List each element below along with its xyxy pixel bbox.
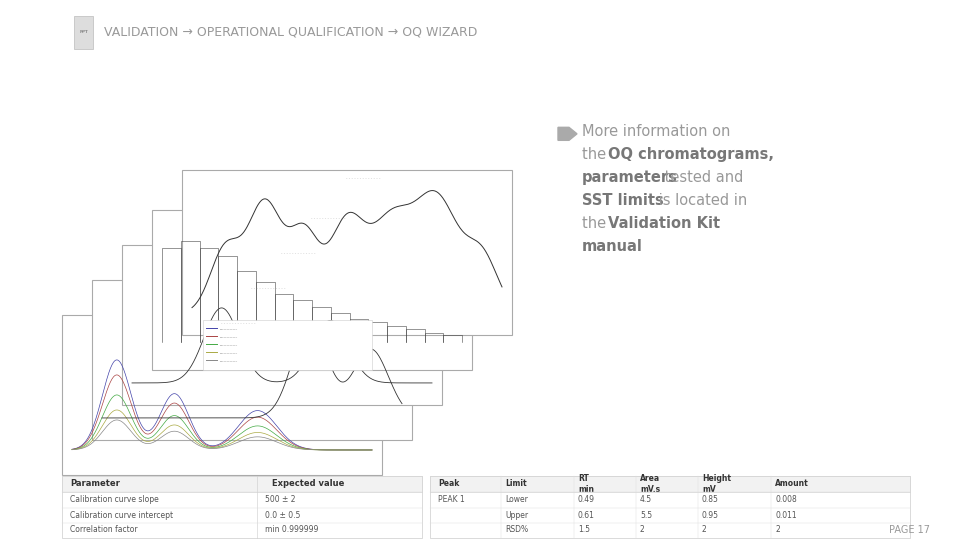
Text: - - - - - - - - - - - - -: - - - - - - - - - - - - - — [280, 251, 315, 255]
Text: 0.0 ± 0.5: 0.0 ± 0.5 — [265, 511, 300, 521]
Bar — [182, 170, 512, 335]
Text: OQ chromatograms,: OQ chromatograms, — [608, 147, 774, 162]
Bar — [62, 315, 382, 475]
Text: Correlation factor: Correlation factor — [70, 525, 137, 535]
Text: Calibration curve slope: Calibration curve slope — [70, 496, 158, 504]
Bar — [62, 476, 422, 538]
Bar — [152, 210, 472, 370]
Text: min 0.999999: min 0.999999 — [265, 525, 319, 535]
Text: RSD%: RSD% — [505, 525, 528, 535]
Bar — [430, 476, 910, 492]
Text: Amount: Amount — [775, 480, 808, 489]
Text: 0.95: 0.95 — [702, 511, 719, 521]
Text: tested and: tested and — [660, 170, 743, 185]
Text: - - - - - - - - - - - - -: - - - - - - - - - - - - - — [347, 176, 381, 180]
Text: - - - - - - - - - - - - -: - - - - - - - - - - - - - — [251, 286, 285, 290]
Text: 0.49: 0.49 — [578, 496, 595, 504]
Text: 0.85: 0.85 — [702, 496, 719, 504]
Text: SST limits: SST limits — [582, 193, 663, 208]
Text: the: the — [582, 147, 611, 162]
Text: Expected value: Expected value — [272, 480, 345, 489]
Text: More information on: More information on — [582, 124, 731, 139]
Text: PPT: PPT — [79, 30, 88, 35]
Bar — [430, 476, 910, 538]
Text: 500 ± 2: 500 ± 2 — [265, 496, 296, 504]
Text: Calibration curve intercept: Calibration curve intercept — [70, 511, 173, 521]
Text: manual: manual — [582, 239, 643, 254]
Text: ____________: ____________ — [219, 358, 237, 362]
Text: Limit: Limit — [505, 480, 527, 489]
Text: 0.011: 0.011 — [775, 511, 797, 521]
Text: Upper: Upper — [505, 511, 528, 521]
Bar — [203, 320, 372, 370]
Bar — [92, 280, 412, 440]
Text: - - - - - - - - - - - - -: - - - - - - - - - - - - - — [221, 321, 255, 325]
Text: the: the — [582, 216, 611, 231]
Text: 1.5: 1.5 — [578, 525, 590, 535]
Text: RT
min: RT min — [578, 474, 594, 494]
Text: Area
mV.s: Area mV.s — [640, 474, 660, 494]
Text: parameters: parameters — [582, 170, 678, 185]
Text: PAGE 17: PAGE 17 — [889, 525, 930, 535]
Text: PEAK 1: PEAK 1 — [438, 496, 465, 504]
Text: Validation Kit: Validation Kit — [608, 216, 720, 231]
Text: 2: 2 — [702, 525, 707, 535]
Text: ____________: ____________ — [219, 342, 237, 346]
Text: VALIDATION → OPERATIONAL QUALIFICATION → OQ WIZARD: VALIDATION → OPERATIONAL QUALIFICATION →… — [104, 26, 477, 39]
Text: ____________: ____________ — [219, 334, 237, 338]
Text: 0.61: 0.61 — [578, 511, 595, 521]
FancyBboxPatch shape — [74, 16, 93, 49]
Text: - - - - - - - - - - - - -: - - - - - - - - - - - - - — [311, 216, 346, 220]
Text: 2: 2 — [640, 525, 645, 535]
Text: 5.5: 5.5 — [640, 511, 652, 521]
FancyArrow shape — [558, 127, 577, 140]
Bar — [122, 245, 442, 405]
Text: ____________: ____________ — [219, 326, 237, 330]
Text: Height
mV: Height mV — [702, 474, 731, 494]
Text: is located in: is located in — [654, 193, 747, 208]
Text: Lower: Lower — [505, 496, 528, 504]
Text: ____________: ____________ — [219, 350, 237, 354]
Bar — [62, 476, 422, 492]
Text: Peak: Peak — [438, 480, 460, 489]
Text: 2: 2 — [775, 525, 780, 535]
Text: 0.008: 0.008 — [775, 496, 797, 504]
Text: Parameter: Parameter — [70, 480, 120, 489]
Text: 4.5: 4.5 — [640, 496, 652, 504]
